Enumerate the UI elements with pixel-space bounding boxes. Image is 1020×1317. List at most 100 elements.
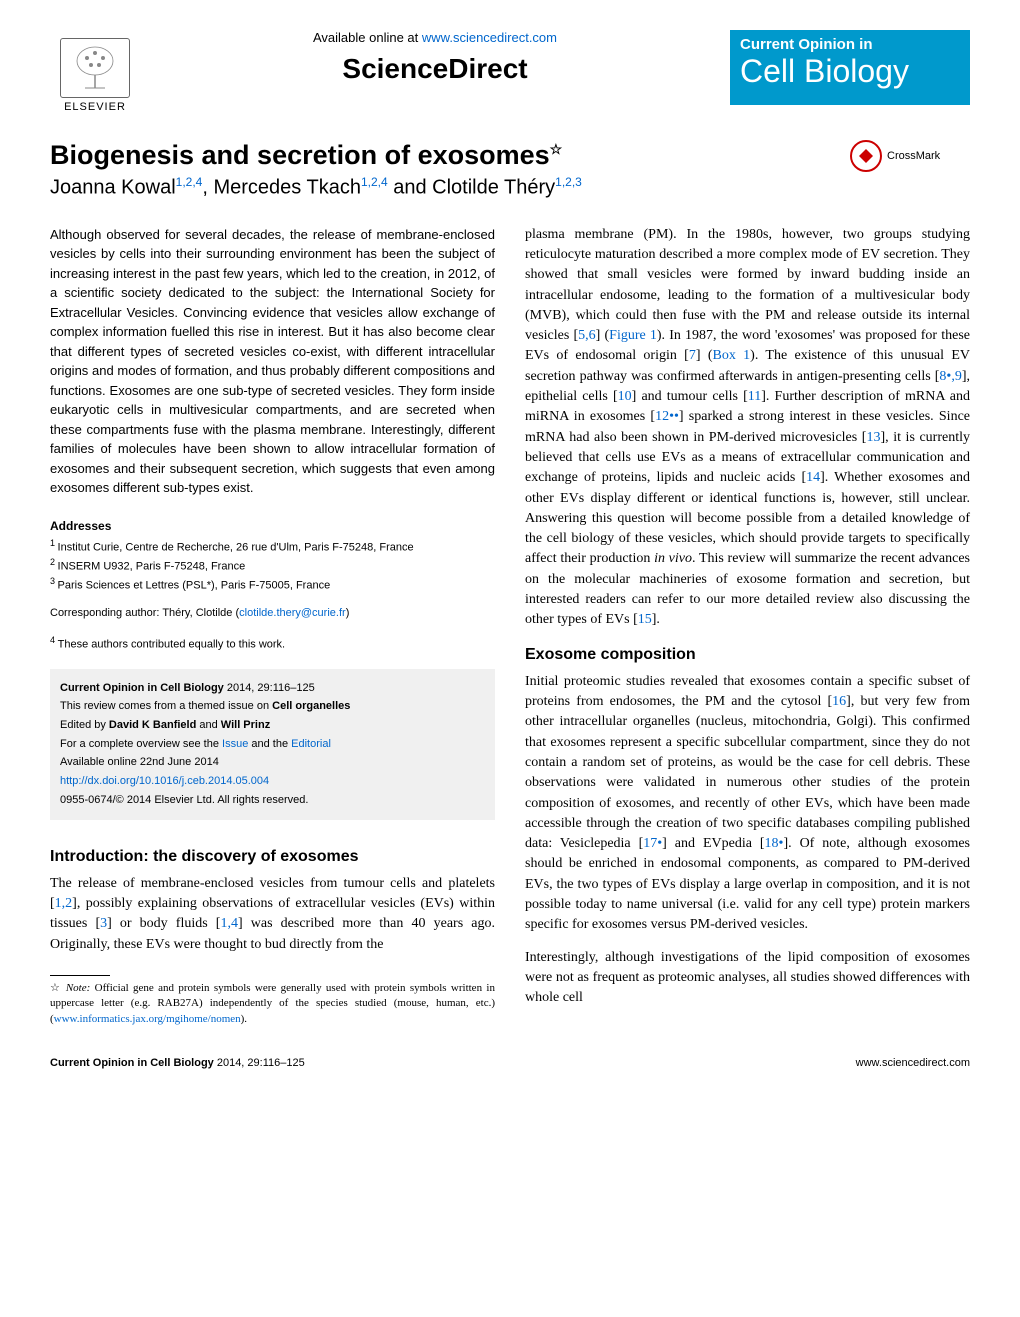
crossmark-badge[interactable]: CrossMark — [850, 140, 970, 172]
in-vivo: in vivo — [654, 551, 692, 566]
editor-and: and — [196, 719, 220, 731]
page-header: ELSEVIER Available online at www.science… — [50, 30, 970, 120]
review-theme: Cell organelles — [272, 700, 350, 712]
left-column: Although observed for several decades, t… — [50, 225, 495, 1027]
equal-text: These authors contributed equally to thi… — [58, 639, 285, 651]
review-from: This review comes from a themed issue on — [60, 700, 272, 712]
ref-12[interactable]: 12•• — [655, 409, 679, 424]
footer-journal: Current Opinion in Cell Biology — [50, 1057, 214, 1069]
overview-prefix: For a complete overview see the — [60, 738, 222, 750]
journal-badge: Current Opinion in Cell Biology — [730, 30, 970, 105]
journal-badge-main: Cell Biology — [740, 55, 960, 87]
address-2: INSERM U932, Paris F-75248, France — [58, 561, 246, 573]
ref-7[interactable]: 7 — [689, 348, 696, 363]
corresponding-email-link[interactable]: clotilde.thery@curie.fr — [239, 607, 346, 619]
equal-contribution: 4 These authors contributed equally to t… — [50, 634, 495, 654]
corresponding-close: ) — [346, 607, 350, 619]
author-1: Joanna Kowal — [50, 177, 176, 199]
elsevier-logo: ELSEVIER — [50, 30, 140, 120]
footnote-url-link[interactable]: www.informatics.jax.org/mgihome/nomen — [54, 1013, 241, 1025]
page-footer: Current Opinion in Cell Biology 2014, 29… — [50, 1057, 970, 1069]
edited-by: Edited by — [60, 719, 109, 731]
infobox-copyright: 0955-0674/© 2014 Elsevier Ltd. All right… — [60, 791, 485, 810]
footer-right: www.sciencedirect.com — [856, 1057, 970, 1069]
article-info-box: Current Opinion in Cell Biology 2014, 29… — [50, 669, 495, 820]
editorial-link[interactable]: Editorial — [291, 738, 331, 750]
exosome-composition-heading: Exosome composition — [525, 643, 970, 666]
title-star: ☆ — [550, 141, 563, 157]
abstract: Although observed for several decades, t… — [50, 225, 495, 498]
right-paragraph-3: Interestingly, although investigations o… — [525, 948, 970, 1009]
author-2: , Mercedes Tkach — [202, 177, 361, 199]
elsevier-text: ELSEVIER — [64, 101, 126, 113]
editor-1: David K Banfield — [109, 719, 196, 731]
infobox-doi: http://dx.doi.org/10.1016/j.ceb.2014.05.… — [60, 772, 485, 791]
title-text: Biogenesis and secretion of exosomes — [50, 140, 550, 170]
authors: Joanna Kowal1,2,4, Mercedes Tkach1,2,4 a… — [50, 175, 970, 200]
right-column: plasma membrane (PM). In the 1980s, howe… — [525, 225, 970, 1027]
journal-badge-top: Current Opinion in — [740, 36, 960, 53]
ref-8-9[interactable]: 8•,9 — [939, 369, 961, 384]
infobox-theme: This review comes from a themed issue on… — [60, 697, 485, 716]
address-1: Institut Curie, Centre de Recherche, 26 … — [58, 542, 414, 554]
affil-sup-2: 2 — [50, 557, 58, 567]
overview-and: and the — [248, 738, 291, 750]
author-1-affil: 1,2,4 — [176, 175, 203, 189]
crossmark-label: CrossMark — [887, 150, 940, 162]
footnote-separator — [50, 975, 110, 976]
introduction-heading: Introduction: the discovery of exosomes — [50, 845, 495, 868]
title-section: CrossMark Biogenesis and secretion of ex… — [50, 140, 970, 200]
footer-left: Current Opinion in Cell Biology 2014, 29… — [50, 1057, 305, 1069]
footer-pages: 2014, 29:116–125 — [214, 1057, 305, 1069]
editor-2: Will Prinz — [221, 719, 270, 731]
ref-1-4[interactable]: 1,4 — [220, 916, 238, 931]
rp1g: ] and tumour cells [ — [632, 389, 748, 404]
corresponding-label: Corresponding author: Théry, Clotilde ( — [50, 607, 239, 619]
infobox-overview: For a complete overview see the Issue an… — [60, 735, 485, 754]
equal-sup: 4 — [50, 635, 58, 645]
infobox-available-date: Available online 22nd June 2014 — [60, 753, 485, 772]
body-columns: Although observed for several decades, t… — [50, 225, 970, 1027]
sciencedirect-logo: ScienceDirect — [140, 53, 730, 85]
ref-16[interactable]: 16 — [832, 694, 846, 709]
addresses-heading: Addresses — [50, 518, 495, 535]
footnote-note-label: Note: — [66, 982, 90, 994]
ref-17[interactable]: 17• — [643, 836, 662, 851]
rp1m: ]. — [652, 612, 660, 627]
ref-5-6[interactable]: 5,6 — [578, 328, 596, 343]
year-pages: 2014, 29:116–125 — [224, 682, 315, 694]
issue-link[interactable]: Issue — [222, 738, 248, 750]
rp2b: ], but very few from other intracellular… — [525, 694, 970, 851]
ref-18[interactable]: 18• — [765, 836, 784, 851]
footnote: ☆ Note: Official gene and protein symbol… — [50, 981, 495, 1027]
right-paragraph-1: plasma membrane (PM). In the 1980s, howe… — [525, 225, 970, 631]
ref-15[interactable]: 15 — [638, 612, 652, 627]
addresses: 1 Institut Curie, Centre de Recherche, 2… — [50, 537, 495, 594]
ref-1-2[interactable]: 1,2 — [55, 896, 73, 911]
intro-paragraph: The release of membrane-enclosed vesicle… — [50, 874, 495, 955]
ref-11[interactable]: 11 — [748, 389, 761, 404]
header-center: Available online at www.sciencedirect.co… — [140, 30, 730, 85]
ref-14[interactable]: 14 — [806, 470, 820, 485]
author-3-affil: 1,2,3 — [555, 175, 582, 189]
address-3: Paris Sciences et Lettres (PSL*), Paris … — [58, 580, 331, 592]
rp1b: ] ( — [596, 328, 610, 343]
available-online-prefix: Available online at — [313, 30, 422, 45]
available-online: Available online at www.sciencedirect.co… — [140, 30, 730, 45]
ref-13[interactable]: 13 — [866, 430, 880, 445]
rp1d: ] ( — [696, 348, 713, 363]
corresponding-author: Corresponding author: Théry, Clotilde (c… — [50, 606, 495, 622]
article-title: Biogenesis and secretion of exosomes☆ — [50, 140, 970, 171]
infobox-editors: Edited by David K Banfield and Will Prin… — [60, 716, 485, 735]
rp1a: plasma membrane (PM). In the 1980s, howe… — [525, 227, 970, 343]
sciencedirect-url-link[interactable]: www.sciencedirect.com — [422, 30, 557, 45]
figure-1-link[interactable]: Figure 1 — [609, 328, 657, 343]
infobox-journal-ref: Current Opinion in Cell Biology 2014, 29… — [60, 679, 485, 698]
ref-10[interactable]: 10 — [618, 389, 632, 404]
author-2-affil: 1,2,4 — [361, 175, 388, 189]
doi-link[interactable]: http://dx.doi.org/10.1016/j.ceb.2014.05.… — [60, 775, 269, 787]
footnote-close: ). — [241, 1013, 247, 1025]
box-1-link[interactable]: Box 1 — [713, 348, 751, 363]
elsevier-tree-icon — [60, 38, 130, 98]
affil-sup-1: 1 — [50, 538, 58, 548]
